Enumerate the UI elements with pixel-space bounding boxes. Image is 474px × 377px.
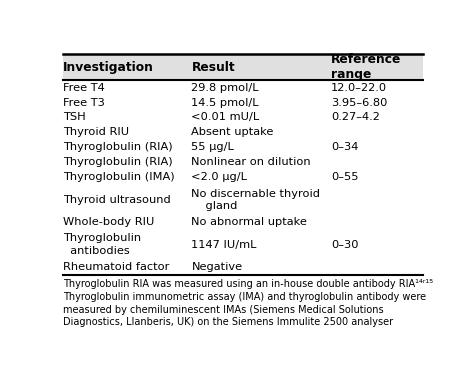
- Text: Thyroglobulin (IMA): Thyroglobulin (IMA): [63, 172, 174, 182]
- Text: 1147 IU/mL: 1147 IU/mL: [191, 240, 257, 250]
- Text: Result: Result: [191, 61, 235, 74]
- Text: Reference
range: Reference range: [331, 53, 401, 81]
- Text: 0–34: 0–34: [331, 143, 358, 152]
- Text: 14.5 pmol/L: 14.5 pmol/L: [191, 98, 259, 107]
- Text: Nonlinear on dilution: Nonlinear on dilution: [191, 157, 311, 167]
- Text: 29.8 pmol/L: 29.8 pmol/L: [191, 83, 259, 93]
- Text: 12.0–22.0: 12.0–22.0: [331, 83, 387, 93]
- Text: 0–55: 0–55: [331, 172, 359, 182]
- Text: Thyroglobulin (RIA): Thyroglobulin (RIA): [63, 157, 173, 167]
- Text: No discernable thyroid
    gland: No discernable thyroid gland: [191, 188, 320, 211]
- Text: Thyroid ultrasound: Thyroid ultrasound: [63, 195, 171, 205]
- Text: Thyroglobulin RIA was measured using an in-house double antibody RIA¹⁴ʳ¹⁵
Thyrog: Thyroglobulin RIA was measured using an …: [63, 279, 433, 327]
- Text: Thyroglobulin
  antibodies: Thyroglobulin antibodies: [63, 233, 141, 256]
- FancyBboxPatch shape: [63, 54, 423, 80]
- Text: Free T4: Free T4: [63, 83, 105, 93]
- Text: Whole-body RIU: Whole-body RIU: [63, 217, 155, 227]
- Text: Thyroid RIU: Thyroid RIU: [63, 127, 129, 138]
- Text: Negative: Negative: [191, 262, 243, 272]
- Text: Rheumatoid factor: Rheumatoid factor: [63, 262, 169, 272]
- Text: Free T3: Free T3: [63, 98, 105, 107]
- Text: 0.27–4.2: 0.27–4.2: [331, 112, 380, 123]
- Text: TSH: TSH: [63, 112, 86, 123]
- Text: Absent uptake: Absent uptake: [191, 127, 274, 138]
- Text: <2.0 μg/L: <2.0 μg/L: [191, 172, 247, 182]
- Text: 0–30: 0–30: [331, 240, 359, 250]
- Text: 3.95–6.80: 3.95–6.80: [331, 98, 387, 107]
- Text: 55 μg/L: 55 μg/L: [191, 143, 234, 152]
- Text: Investigation: Investigation: [63, 61, 154, 74]
- Text: <0.01 mU/L: <0.01 mU/L: [191, 112, 260, 123]
- Text: Thyroglobulin (RIA): Thyroglobulin (RIA): [63, 143, 173, 152]
- Text: No abnormal uptake: No abnormal uptake: [191, 217, 307, 227]
